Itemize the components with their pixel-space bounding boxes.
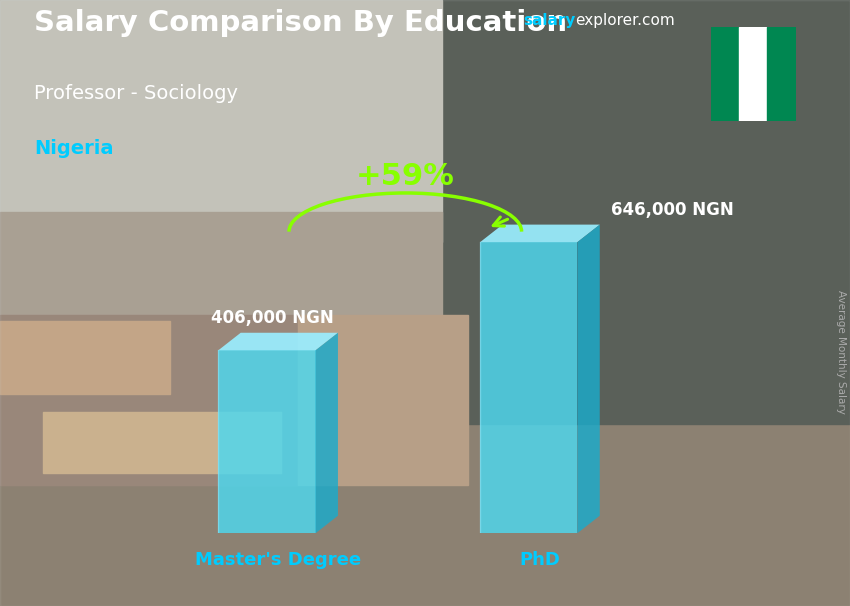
Text: salary: salary	[523, 13, 575, 28]
Bar	[711, 27, 739, 121]
Bar	[0, 0, 442, 242]
Bar	[768, 27, 796, 121]
Text: 406,000 NGN: 406,000 NGN	[211, 310, 333, 327]
Text: explorer.com: explorer.com	[575, 13, 675, 28]
Bar	[0, 321, 170, 394]
Text: Average Monthly Salary: Average Monthly Salary	[836, 290, 846, 413]
Text: PhD: PhD	[519, 551, 560, 570]
Polygon shape	[577, 225, 600, 533]
Bar	[0, 0, 850, 273]
Text: Master's Degree: Master's Degree	[195, 551, 361, 570]
Bar	[442, 0, 850, 424]
Text: Professor - Sociology: Professor - Sociology	[34, 84, 238, 102]
Bar	[0, 273, 850, 606]
Text: +59%: +59%	[356, 162, 455, 191]
Polygon shape	[218, 333, 338, 350]
Polygon shape	[480, 225, 600, 242]
Bar	[0, 315, 298, 485]
Bar	[298, 315, 468, 485]
Bar	[739, 27, 768, 121]
Text: 646,000 NGN: 646,000 NGN	[611, 201, 734, 219]
Text: Salary Comparison By Education: Salary Comparison By Education	[34, 9, 567, 37]
Polygon shape	[218, 350, 315, 533]
Bar	[0, 212, 442, 333]
Polygon shape	[480, 242, 577, 533]
Text: Nigeria: Nigeria	[34, 139, 114, 158]
Bar	[42, 412, 280, 473]
Polygon shape	[315, 333, 338, 533]
